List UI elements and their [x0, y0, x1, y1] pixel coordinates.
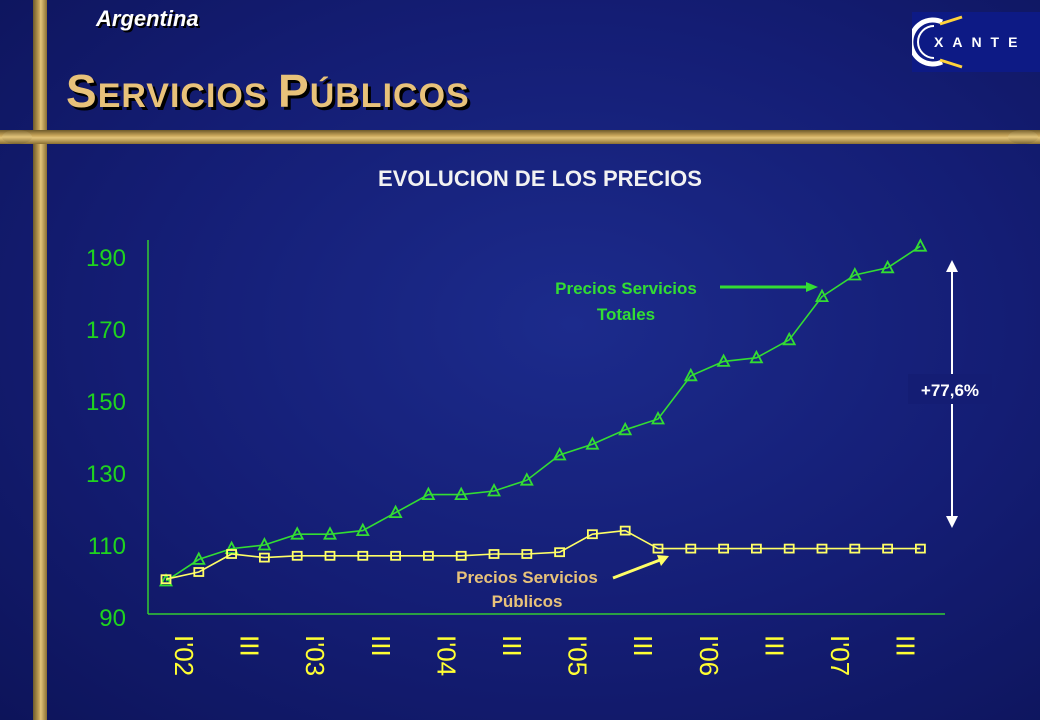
data-point-totales	[159, 573, 173, 587]
y-tick-label: 130	[86, 461, 126, 488]
data-point-totales	[224, 540, 239, 554]
series-line-publicos	[165, 529, 921, 580]
data-point-totales	[487, 483, 501, 497]
data-point-publicos	[357, 550, 369, 561]
data-point-totales	[749, 349, 764, 364]
series-label-totales-line1: Precios Servicios	[555, 279, 697, 298]
x-tick-label: III	[891, 635, 921, 657]
data-point-totales	[716, 353, 731, 367]
data-point-totales	[913, 238, 928, 252]
decorative-vertical-bar	[33, 0, 47, 720]
data-point-totales	[782, 331, 797, 346]
data-point-totales	[421, 486, 436, 501]
data-point-publicos	[849, 543, 861, 554]
data-point-publicos	[291, 550, 303, 561]
data-point-totales	[651, 411, 665, 425]
x-tick-label: III	[497, 635, 527, 657]
series-label-totales-line2: Totales	[597, 305, 655, 324]
x-tick-label: I'03	[300, 635, 330, 676]
data-point-publicos	[816, 543, 828, 554]
data-point-totales	[191, 551, 206, 565]
data-point-totales	[519, 472, 534, 486]
y-tick-label: 190	[86, 245, 126, 272]
arrow-publicos	[612, 558, 661, 580]
data-point-publicos	[390, 550, 402, 561]
data-point-totales	[585, 436, 600, 450]
data-point-publicos	[258, 552, 270, 563]
data-point-publicos	[554, 547, 565, 558]
data-point-publicos	[587, 529, 598, 540]
x-tick-label: III	[366, 635, 396, 657]
growth-annotation: +77,6%	[921, 381, 979, 400]
svg-text:XANTE: XANTE	[934, 34, 1026, 50]
data-point-totales	[847, 267, 862, 281]
data-point-publicos	[521, 549, 533, 559]
data-point-totales	[355, 522, 370, 536]
title-rest-2: ÚBLICOS	[309, 77, 470, 115]
data-point-totales	[290, 526, 305, 540]
x-tick-label: I'02	[169, 635, 199, 676]
company-logo: XANTE	[908, 12, 1040, 72]
data-point-totales	[618, 421, 633, 436]
annotation-bg	[908, 374, 992, 404]
series-label-publicos-line1: Precios Servicios	[456, 568, 598, 587]
data-point-publicos	[751, 543, 762, 554]
data-point-publicos	[619, 525, 631, 536]
bar-cap-right	[1008, 130, 1038, 144]
data-point-totales	[257, 537, 272, 551]
x-tick-label: III	[628, 635, 658, 657]
page-title: SERVICIOS PÚBLICOS	[66, 64, 470, 118]
data-point-publicos	[324, 550, 336, 561]
data-point-publicos	[915, 543, 926, 554]
data-point-totales	[388, 504, 403, 518]
data-point-publicos	[455, 550, 467, 561]
data-point-publicos	[783, 543, 795, 554]
data-point-totales	[815, 288, 829, 303]
arrow-head-publicos	[657, 555, 669, 566]
data-point-publicos	[488, 549, 500, 559]
data-point-publicos	[160, 574, 172, 585]
data-point-totales	[683, 367, 698, 382]
data-point-publicos	[882, 543, 893, 554]
x-tick-label: III	[759, 635, 789, 657]
x-tick-label: I'07	[825, 635, 855, 676]
title-rest-1: ERVICIOS	[97, 77, 278, 115]
data-point-publicos	[652, 543, 664, 554]
y-tick-label: 170	[86, 317, 126, 344]
x-tick-label: I'05	[563, 635, 593, 676]
data-point-totales	[454, 486, 469, 501]
data-point-publicos	[226, 549, 238, 559]
title-initial-1: S	[66, 65, 98, 117]
y-tick-label: 90	[99, 605, 126, 632]
x-tick-label: I'04	[431, 635, 461, 676]
bar-cap-left	[2, 130, 32, 144]
data-point-publicos	[193, 567, 205, 577]
range-arrow-top	[946, 260, 958, 272]
data-point-publicos	[422, 550, 434, 561]
data-point-totales	[552, 447, 567, 461]
data-point-totales	[323, 526, 337, 540]
data-point-totales	[880, 259, 895, 274]
y-tick-label: 110	[88, 533, 126, 560]
chart-title: EVOLUCION DE LOS PRECIOS	[378, 166, 702, 191]
y-tick-label: 150	[86, 389, 126, 416]
arrow-head-totales	[806, 282, 818, 292]
data-point-publicos	[685, 543, 697, 554]
decorative-horizontal-bar	[0, 130, 1040, 144]
data-point-publicos	[718, 543, 729, 554]
series-label-publicos-line2: Públicos	[492, 592, 563, 611]
title-initial-2: P	[278, 65, 310, 117]
range-arrow-bottom	[946, 516, 958, 528]
series-line-totales	[165, 245, 921, 582]
x-tick-label: I'06	[694, 635, 724, 676]
country-label: Argentina	[96, 6, 199, 31]
x-tick-label: III	[235, 635, 265, 657]
